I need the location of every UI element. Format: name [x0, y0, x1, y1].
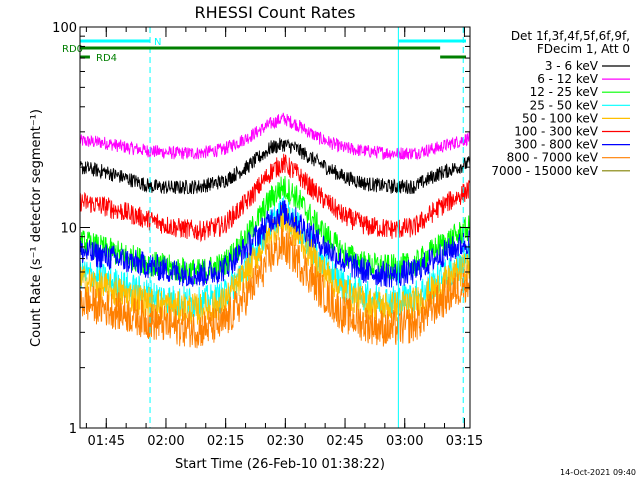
- series-800-7000-kev-line: [80, 227, 470, 349]
- y-tick-label: 10: [60, 222, 77, 237]
- y-axis: 1 10 100: [52, 21, 470, 437]
- legend-label: 800 - 7000 keV: [507, 151, 599, 165]
- flag-n-label: N: [154, 37, 161, 48]
- render-timestamp: 14-Oct-2021 09:40: [560, 468, 636, 477]
- legend-header-line-2: FDecim 1, Att 0: [537, 42, 630, 56]
- x-tick-label: 02:30: [267, 434, 304, 449]
- legend-label: 12 - 25 keV: [530, 85, 599, 99]
- legend: Det 1f,3f,4f,5f,6f,9f, FDecim 1, Att 0 3…: [491, 29, 630, 178]
- y-tick-label: 100: [52, 21, 77, 36]
- flag-rd0-label: RD0: [62, 44, 83, 55]
- x-axis-label: Start Time (26-Feb-10 01:38:22): [175, 457, 385, 472]
- y-tick-label: 1: [69, 422, 77, 437]
- flag-rd4-label: RD4: [96, 53, 117, 64]
- series-3-6-kev-line: [80, 137, 470, 195]
- legend-label: 6 - 12 keV: [537, 72, 599, 86]
- series-layer: [80, 112, 470, 349]
- series-300-800-kev-line: [80, 200, 470, 288]
- y-axis-label: Count Rate (s⁻¹ detector segment⁻¹): [29, 109, 44, 347]
- series-50-100-kev-line: [80, 205, 470, 325]
- x-tick-label: 02:45: [326, 434, 363, 449]
- legend-label: 7000 - 15000 keV: [491, 164, 598, 178]
- series-100-300-kev-line: [80, 153, 470, 243]
- x-axis: 01:45 02:00 02:15 02:30 02:45 03:00 03:15: [85, 27, 483, 449]
- legend-label: 50 - 100 keV: [522, 111, 599, 125]
- x-tick-label: 01:45: [88, 434, 125, 449]
- legend-label: 3 - 6 keV: [545, 59, 599, 73]
- x-tick-label: 03:00: [386, 434, 423, 449]
- chart-title: RHESSI Count Rates: [195, 3, 356, 22]
- legend-header-line-1: Det 1f,3f,4f,5f,6f,9f,: [511, 29, 630, 43]
- legend-label: 25 - 50 keV: [530, 98, 599, 112]
- legend-label: 300 - 800 keV: [514, 138, 598, 152]
- flag-bars: N RD0 RD4: [62, 37, 467, 64]
- legend-label: 100 - 300 keV: [514, 125, 598, 139]
- x-tick-label: 02:15: [207, 434, 244, 449]
- series-12-25-kev-line: [80, 176, 470, 285]
- series-6-12-kev-line: [80, 112, 470, 161]
- x-tick-label: 02:00: [147, 434, 184, 449]
- x-tick-label: 03:15: [446, 434, 483, 449]
